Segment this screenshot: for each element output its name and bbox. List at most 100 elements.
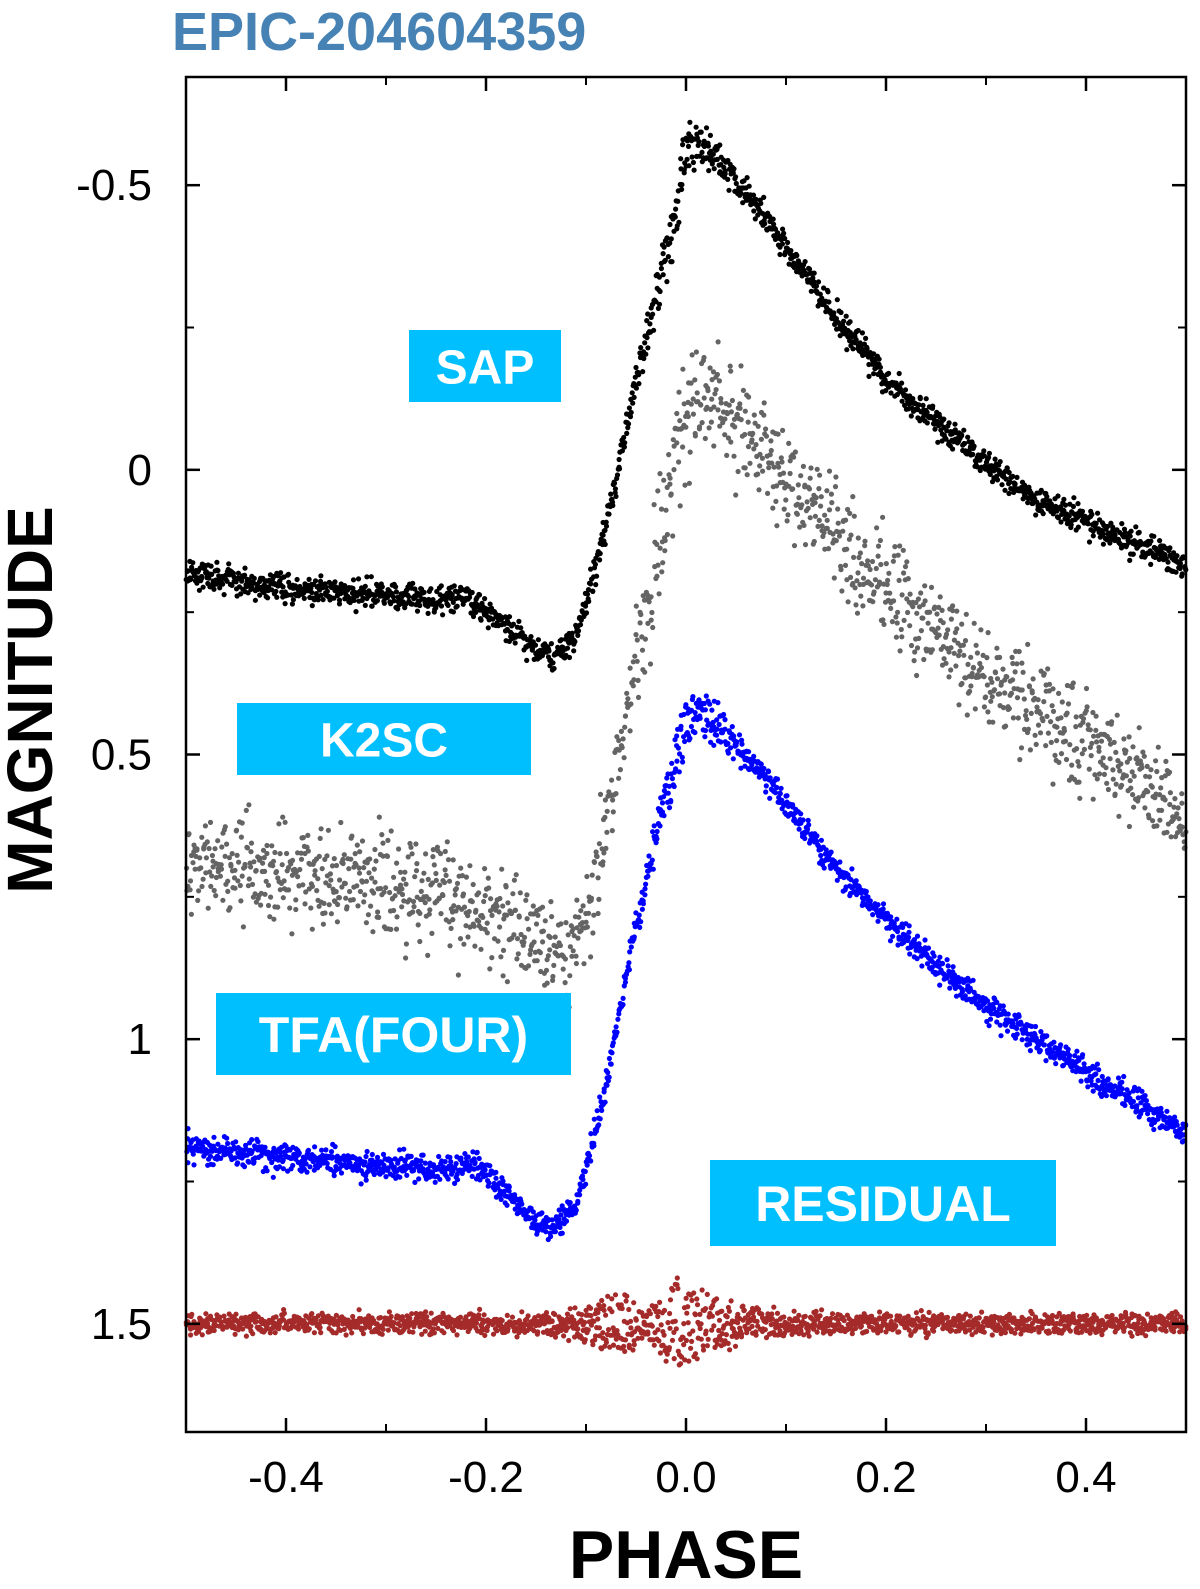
data-point [1019, 687, 1025, 693]
data-point [707, 365, 713, 371]
data-point [548, 1233, 554, 1240]
data-point [844, 347, 850, 353]
data-point [418, 1158, 424, 1164]
data-point [780, 427, 786, 433]
data-point [755, 471, 761, 477]
data-point [965, 661, 971, 668]
data-point [862, 543, 868, 549]
data-point [843, 517, 849, 523]
data-point [924, 961, 931, 967]
data-point [1093, 713, 1099, 719]
data-point [978, 627, 984, 633]
data-point [1032, 1023, 1039, 1030]
data-point [248, 864, 254, 870]
data-point [883, 590, 889, 596]
data-point [1039, 1037, 1045, 1043]
data-point [517, 890, 523, 896]
data-point [1173, 834, 1179, 840]
data-point [516, 913, 522, 919]
data-point [1075, 501, 1081, 507]
data-point [692, 729, 698, 736]
data-point [1173, 569, 1179, 575]
data-point [318, 573, 324, 579]
data-point [972, 706, 978, 712]
data-point [731, 166, 737, 172]
data-point [869, 558, 876, 565]
data-point [851, 554, 857, 561]
data-point [263, 878, 269, 884]
data-point [1153, 758, 1159, 764]
data-point [438, 851, 444, 857]
data-point [309, 589, 315, 596]
data-point [731, 453, 737, 459]
data-point [1151, 533, 1157, 539]
data-point [784, 518, 790, 524]
data-point [521, 934, 528, 941]
data-point [916, 402, 922, 408]
data-point [476, 592, 483, 598]
data-point [818, 837, 825, 843]
data-point [476, 1155, 482, 1162]
chart-title: EPIC-204604359 [172, 2, 586, 62]
data-point [725, 435, 732, 441]
data-point [951, 650, 957, 656]
data-point [438, 911, 444, 917]
data-point [296, 1150, 302, 1156]
data-point [763, 426, 769, 432]
data-point [504, 979, 510, 985]
data-point [217, 1314, 223, 1320]
data-point [334, 919, 340, 925]
data-point [350, 577, 357, 583]
data-point [487, 908, 494, 914]
data-point [375, 909, 381, 915]
data-point [445, 857, 452, 863]
data-point [412, 874, 418, 880]
data-point [559, 1203, 565, 1209]
data-point [224, 578, 230, 584]
data-point [543, 1229, 549, 1235]
data-point [828, 491, 835, 497]
data-point [353, 862, 359, 868]
data-point [465, 913, 471, 919]
data-point [701, 354, 707, 361]
data-point [645, 620, 651, 627]
data-point [1081, 746, 1087, 753]
data-point [387, 889, 393, 896]
data-point [937, 414, 943, 420]
data-point [654, 828, 660, 835]
data-point [658, 506, 665, 512]
data-point [729, 397, 736, 404]
data-point [529, 647, 535, 653]
data-point [767, 775, 773, 781]
data-point [1034, 704, 1040, 710]
data-point [739, 737, 745, 743]
data-point [1142, 805, 1148, 811]
data-point [1000, 666, 1006, 672]
data-point [714, 371, 721, 378]
data-point [214, 559, 220, 565]
data-point [211, 586, 217, 592]
data-point [352, 851, 358, 857]
data-point [763, 433, 770, 439]
data-point [232, 1155, 238, 1161]
data-point [1054, 724, 1060, 730]
data-point [355, 903, 361, 909]
data-point [497, 924, 503, 930]
data-point [290, 1162, 296, 1169]
data-point [739, 741, 745, 747]
data-point [780, 470, 787, 476]
data-point [717, 423, 723, 429]
data-point [859, 561, 865, 567]
data-point [316, 853, 322, 860]
data-point [660, 251, 666, 257]
data-point [379, 584, 385, 590]
data-point [997, 691, 1003, 697]
data-point [203, 870, 209, 876]
data-point [1019, 660, 1025, 666]
data-point [501, 916, 507, 922]
data-point [320, 597, 326, 603]
data-point [558, 637, 565, 643]
data-point [875, 543, 882, 549]
data-point [896, 370, 902, 377]
data-point [738, 417, 744, 423]
